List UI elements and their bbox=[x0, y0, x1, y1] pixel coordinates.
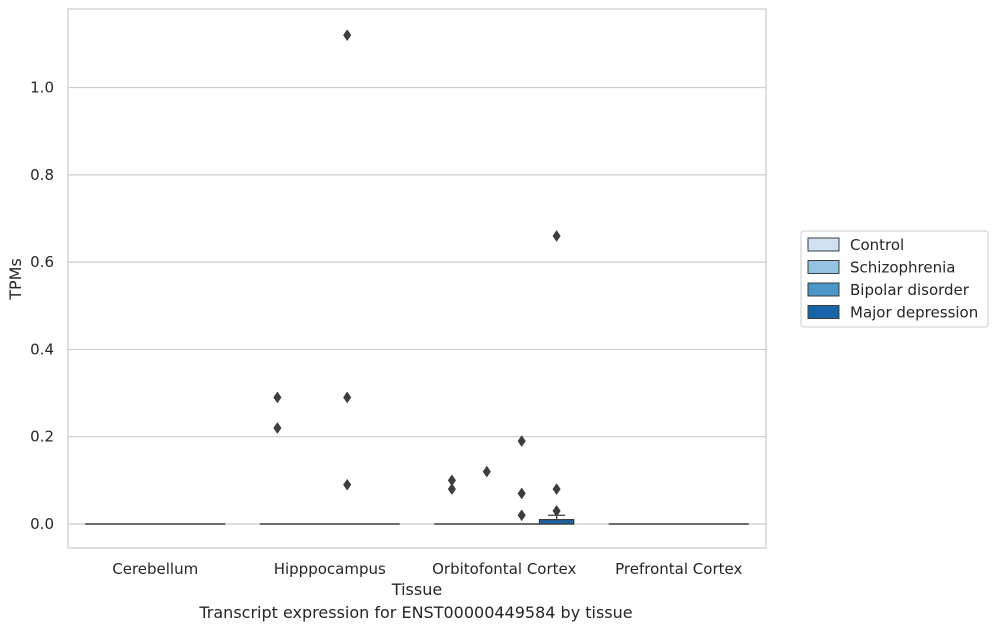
legend-label: Major depression bbox=[850, 304, 978, 322]
y-tick-label: 0.2 bbox=[30, 428, 54, 446]
outlier-point bbox=[343, 478, 352, 491]
box-series bbox=[85, 29, 749, 525]
outlier-point bbox=[343, 29, 352, 42]
x-axis-ticks: Cerebellum Hipppocampus Orbitofontal Corte… bbox=[112, 560, 742, 578]
legend-label: Bipolar disorder bbox=[850, 281, 970, 299]
gridlines bbox=[68, 86, 766, 525]
outlier-point bbox=[273, 391, 282, 404]
y-tick-label: 1.0 bbox=[30, 79, 54, 97]
y-tick-label: 0.0 bbox=[30, 515, 54, 533]
x-tick-label: Prefrontal Cortex bbox=[615, 560, 742, 578]
x-tick-label: Orbitofontal Cortex bbox=[432, 560, 576, 578]
legend-swatch bbox=[807, 305, 840, 319]
chart-caption: Transcript expression for ENST0000044958… bbox=[199, 603, 633, 622]
y-tick-label: 0.8 bbox=[30, 166, 54, 184]
legend-swatch bbox=[807, 237, 840, 252]
series-bipolar-disorder bbox=[154, 29, 714, 525]
y-axis-label: TPMs bbox=[6, 258, 25, 301]
legend: Control Schizophrenia Bipolar disorder Majo… bbox=[800, 230, 989, 328]
outlier-point bbox=[517, 487, 526, 500]
series-control bbox=[85, 391, 645, 525]
y-tick-label: 0.4 bbox=[30, 340, 54, 358]
x-tick-label: Hipppocampus bbox=[274, 560, 386, 578]
series-schizophrenia bbox=[120, 465, 680, 525]
y-axis-ticks: 0.0 0.2 0.4 0.6 0.8 1.0 bbox=[30, 79, 54, 533]
legend-swatch bbox=[807, 260, 840, 274]
outlier-point bbox=[552, 504, 561, 517]
outlier-point bbox=[343, 391, 352, 404]
outlier-point bbox=[517, 435, 526, 448]
x-axis-label: Tissue bbox=[391, 580, 442, 599]
outlier-point bbox=[273, 422, 282, 434]
legend-frame bbox=[800, 230, 989, 328]
series-major-depression bbox=[189, 230, 749, 525]
y-tick-label: 0.6 bbox=[30, 253, 54, 271]
outlier-point bbox=[482, 465, 491, 478]
outlier-point bbox=[517, 509, 526, 522]
legend-label: Schizophrenia bbox=[850, 259, 955, 277]
outlier-point bbox=[552, 230, 561, 242]
box bbox=[538, 518, 575, 525]
plot-frame bbox=[67, 8, 767, 549]
outlier-point bbox=[552, 483, 561, 496]
legend-label: Control bbox=[850, 236, 904, 254]
outlier-point bbox=[447, 483, 457, 496]
legend-swatch bbox=[807, 282, 840, 297]
x-tick-label: Cerebellum bbox=[112, 560, 198, 578]
